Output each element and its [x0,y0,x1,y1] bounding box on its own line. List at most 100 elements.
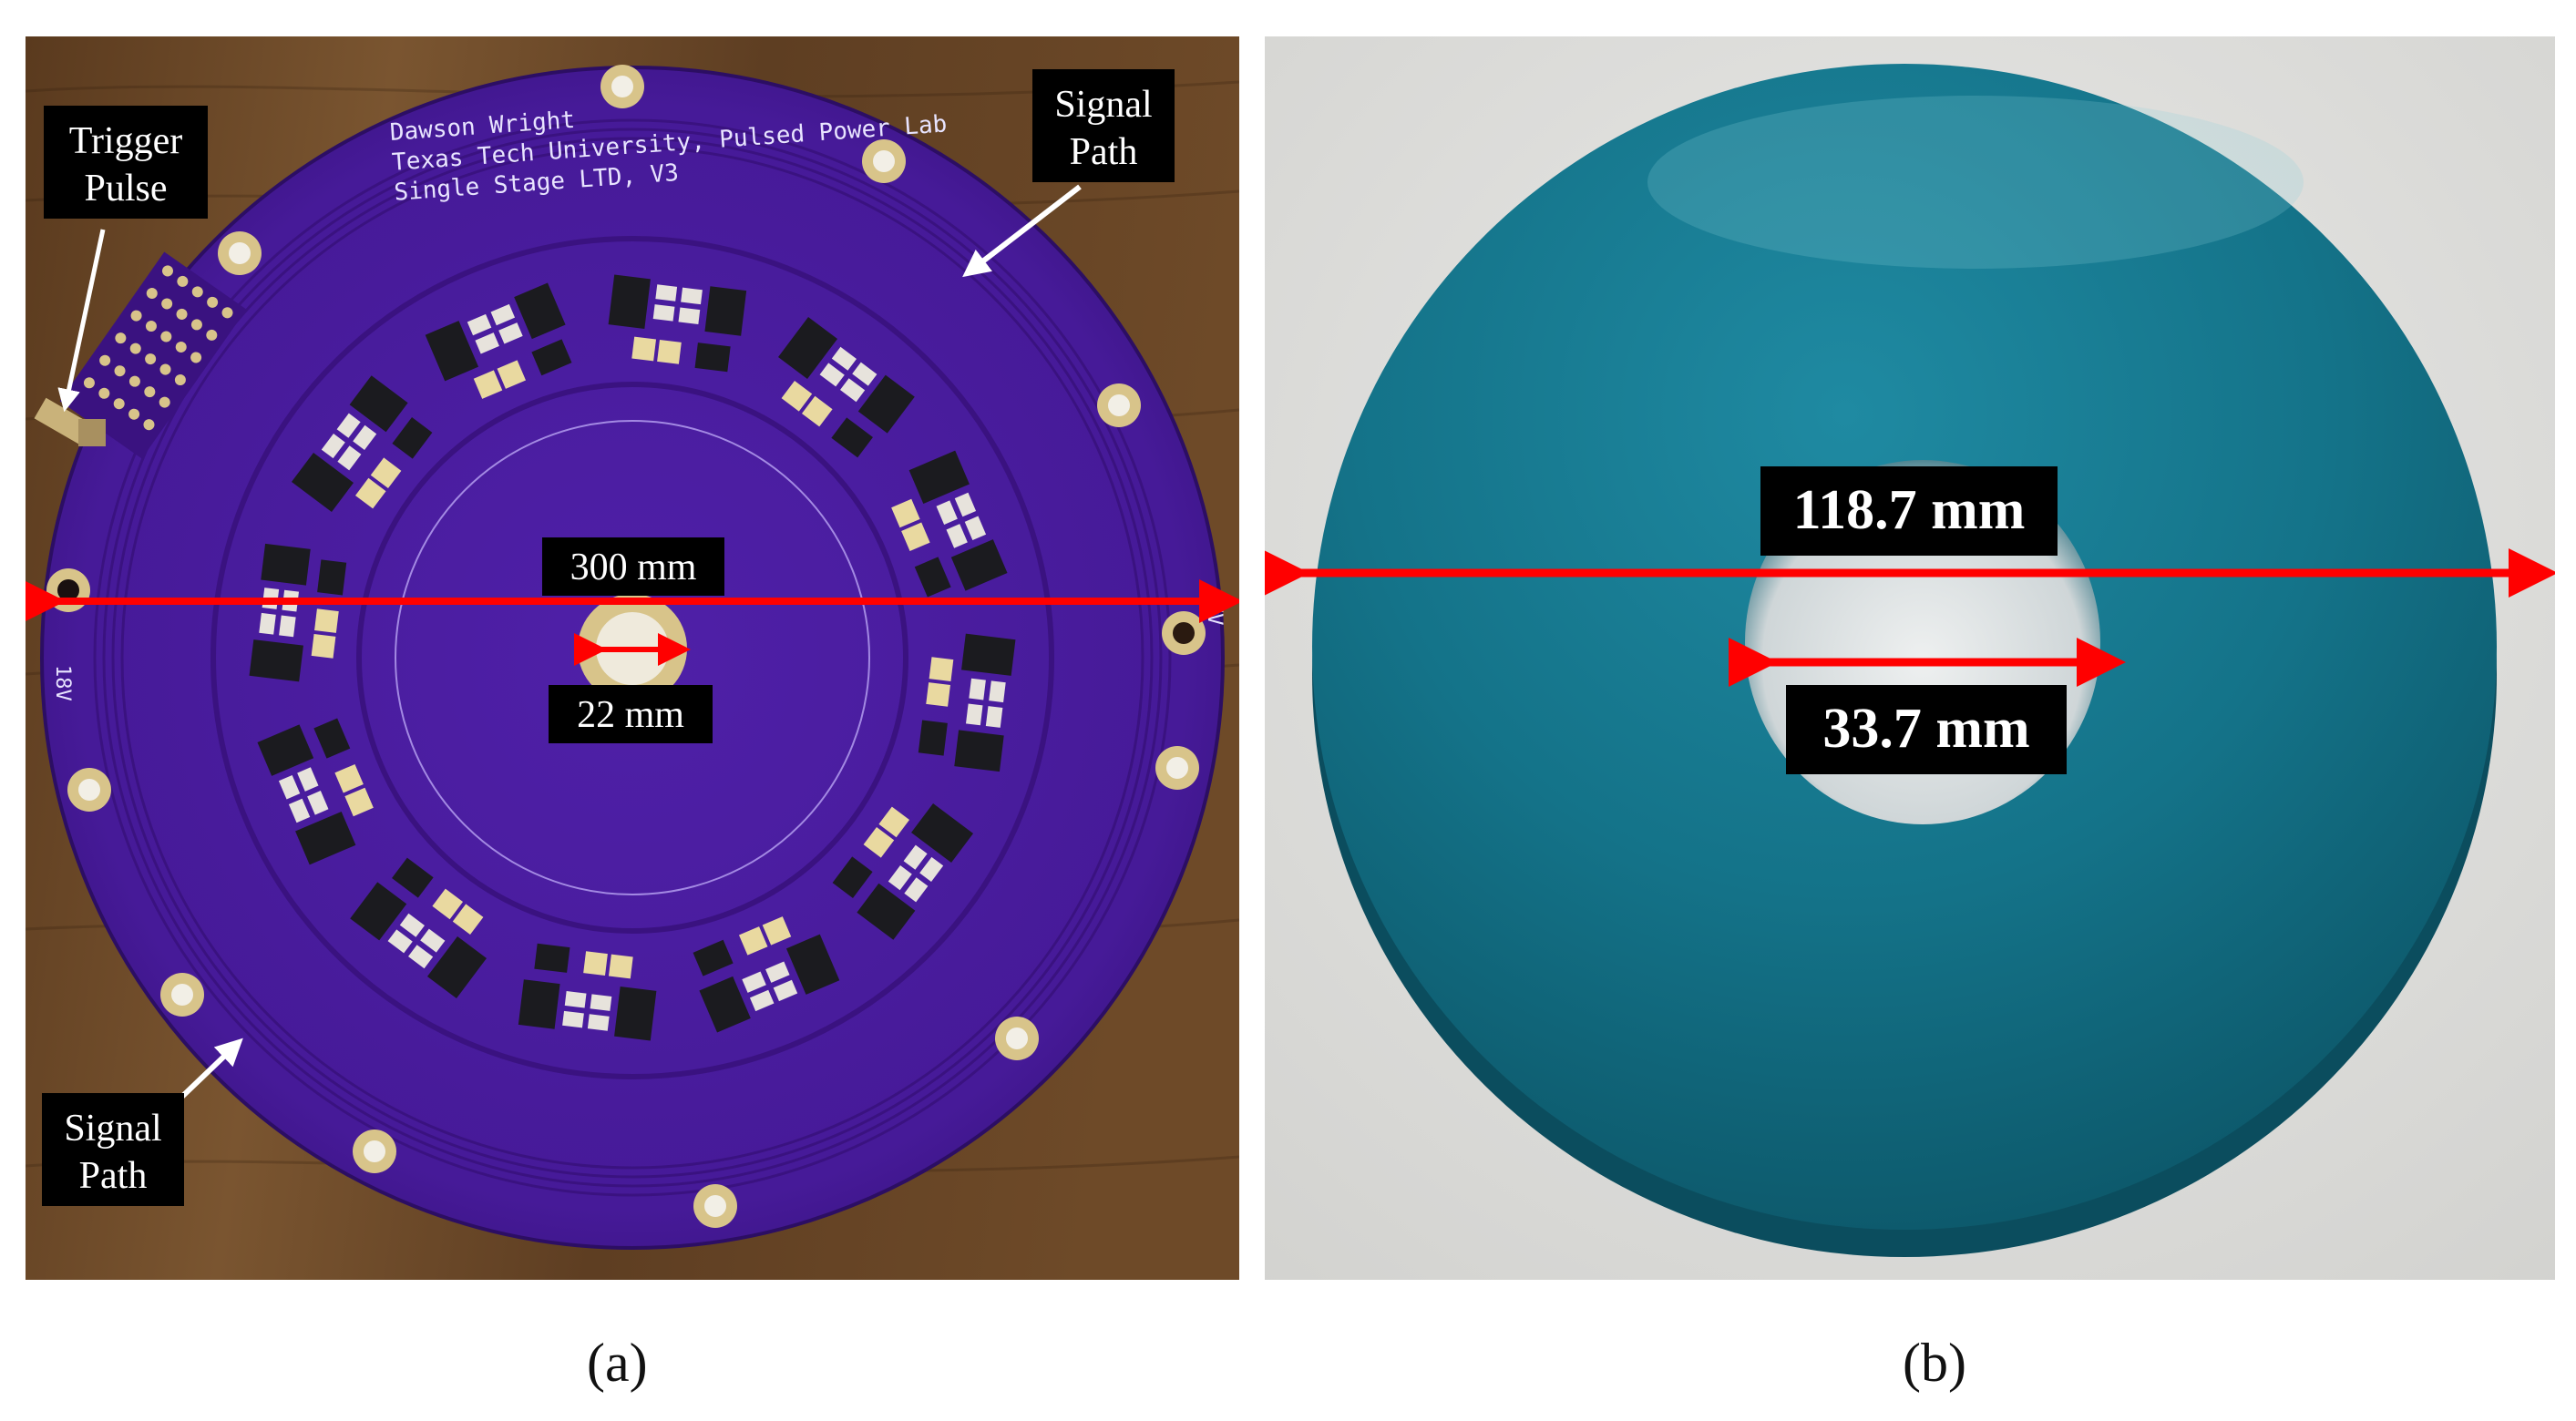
mounting-hole [995,1017,1039,1060]
smd-part [954,730,1004,772]
smd-part [317,559,347,596]
trigger-pulse-arrow [57,229,106,413]
label-trigger-line1: Trigger [69,120,182,162]
smd-cluster [257,718,374,865]
label-22mm-text: 22 mm [577,694,684,736]
smd-part [311,633,336,659]
smd-cluster [518,943,657,1041]
smd-part [652,304,675,322]
smd-part [749,989,775,1012]
smd-part [704,286,747,336]
smd-part [614,987,657,1041]
mounting-hole [218,231,262,275]
mounting-hole [46,568,90,612]
smd-part [399,913,426,937]
smd-cluster [350,857,487,999]
smd-part [765,961,790,983]
smd-part [936,500,958,525]
smd-part [490,303,516,326]
smd-part [903,844,928,870]
smd-part [785,934,840,995]
label-300mm-text: 300 mm [570,547,697,588]
smd-part [918,720,948,756]
smd-part [919,856,944,883]
smd-part [583,951,608,976]
smd-part [257,724,314,776]
smd-part [762,916,792,946]
smd-part [781,380,813,412]
smd-part [891,498,920,528]
smd-part [425,321,479,382]
mounting-hole [862,139,906,183]
smd-part [969,678,986,700]
smd-part [392,417,433,459]
smd-part [344,787,374,817]
label-33mm-text: 33.7 mm [1822,698,2029,760]
pin-header-block [59,251,247,459]
smd-part [950,539,1008,591]
smd-part [291,452,354,512]
smd-part [387,929,413,954]
label-signal-bottom-line2: Path [79,1155,148,1197]
smd-part [467,313,492,336]
signal-path-traces [93,118,1172,1197]
smd-part [678,307,701,325]
smd-part [742,971,766,993]
smd-cluster [425,282,572,399]
panel-b-core-photo: 118.7 mm 33.7 mm [1265,36,2555,1280]
label-118mm-text: 118.7 mm [1793,479,2026,541]
smd-part [831,417,873,458]
mounting-hole [1162,611,1206,655]
signal-path-arrow-top [962,184,1082,278]
label-118mm: 118.7 mm [1760,466,2058,556]
smd-part [985,706,1003,728]
smd-part [778,316,838,379]
smd-part [420,928,446,953]
smd-part [681,287,703,305]
sma-connector [34,397,106,446]
smd-part [426,936,487,999]
smd-part [249,639,303,682]
smd-part [631,336,657,362]
smd-cluster [832,803,974,940]
smd-part [852,362,877,386]
smd-part [432,888,464,920]
label-300mm: 300 mm [542,537,724,596]
mounting-hole [1155,746,1199,790]
label-trigger-line2: Pulse [84,168,167,210]
smd-part [901,522,930,552]
smd-part [336,413,361,438]
smd-part [288,798,311,823]
smd-cluster [891,450,1008,598]
smd-part [738,926,768,956]
smd-part [307,791,329,815]
smd-part [908,450,970,505]
smd-part [497,360,527,389]
mounting-hole [160,973,204,1017]
panel-a-pcb-photo: Dawson Wright Texas Tech University, Pul… [26,36,1239,1280]
caption-a: (a) [587,1333,648,1393]
smd-part [590,994,612,1011]
core-highlight [1647,96,2304,269]
smd-part [564,990,587,1008]
smd-part [452,904,484,935]
mounting-hole [353,1130,396,1173]
smd-cluster [608,274,747,373]
smd-part [608,274,651,329]
smd-part [946,524,968,548]
smd-part [334,763,364,793]
label-signal-path-bottom: Signal Path [42,1093,184,1206]
component-ring [249,274,1016,1041]
smd-part [370,457,402,489]
caption-b: (b) [1903,1333,1966,1393]
smd-part [531,339,572,376]
label-signal-bottom-line1: Signal [64,1108,161,1150]
smd-part [295,811,356,865]
smd-part [878,806,910,838]
smd-part [904,877,929,903]
mounting-hole [1097,383,1141,427]
smd-part [954,492,977,517]
smd-part [773,979,798,1002]
smd-cluster [291,375,433,512]
smd-part [349,375,408,433]
